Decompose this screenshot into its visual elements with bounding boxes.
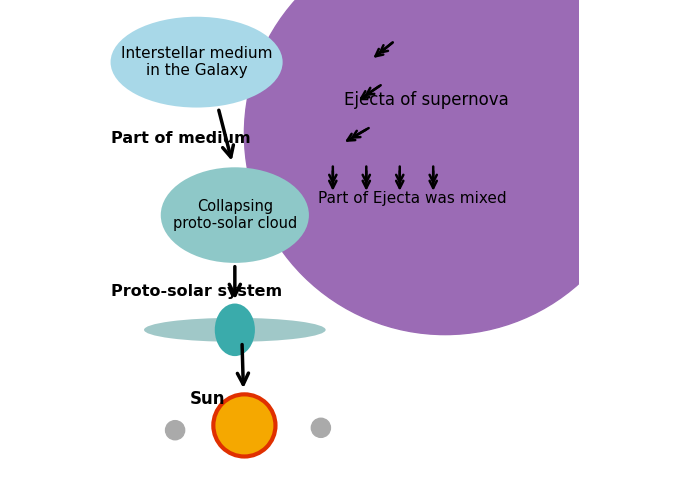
- Text: Proto-solar system: Proto-solar system: [111, 284, 282, 299]
- Circle shape: [311, 418, 330, 437]
- Text: Part of Ejecta was mixed: Part of Ejecta was mixed: [318, 191, 507, 206]
- Ellipse shape: [160, 167, 309, 263]
- Text: Ejecta of supernova: Ejecta of supernova: [343, 91, 509, 109]
- Text: Sun: Sun: [190, 390, 225, 408]
- Ellipse shape: [111, 17, 283, 108]
- Circle shape: [214, 394, 275, 456]
- Ellipse shape: [144, 318, 326, 342]
- Circle shape: [244, 0, 646, 335]
- Text: Collapsing
proto-solar cloud: Collapsing proto-solar cloud: [173, 199, 297, 231]
- Text: Interstellar medium
in the Galaxy: Interstellar medium in the Galaxy: [121, 46, 273, 78]
- Text: Part of medium: Part of medium: [111, 131, 250, 146]
- Circle shape: [165, 421, 185, 440]
- Ellipse shape: [215, 304, 255, 356]
